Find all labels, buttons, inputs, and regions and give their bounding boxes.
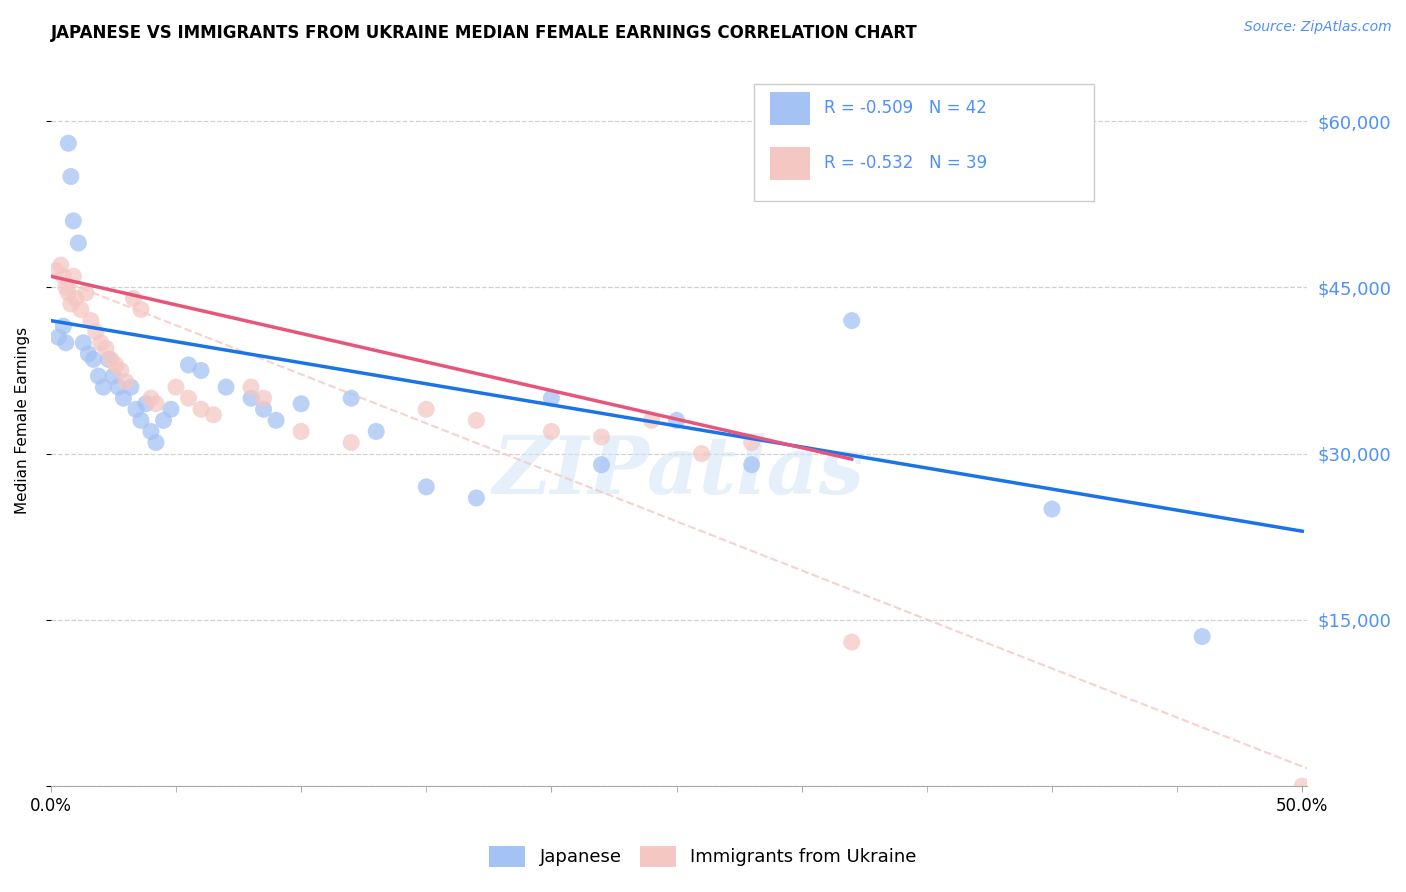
Point [145,397,167,411]
Point [591,430,613,444]
Point [540,391,562,405]
Point [290,397,312,411]
Point [415,402,437,417]
FancyBboxPatch shape [755,84,1094,201]
Point [135,397,157,411]
Text: ZIPatlas: ZIPatlas [494,433,865,510]
Point [100,352,122,367]
Point [340,391,363,405]
Point [1291,779,1313,793]
Point [46,330,69,344]
Point [87,369,110,384]
Point [160,402,183,417]
Point [75,285,97,300]
Text: R = -0.532   N = 39: R = -0.532 N = 39 [824,154,987,172]
Point [58,285,80,300]
Point [640,413,662,427]
Point [665,413,688,427]
Point [62,214,84,228]
Point [366,425,388,439]
Point [465,491,488,505]
Point [72,335,94,350]
Point [1040,502,1063,516]
Point [252,391,274,405]
Text: JAPANESE VS IMMIGRANTS FROM UKRAINE MEDIAN FEMALE EARNINGS CORRELATION CHART: JAPANESE VS IMMIGRANTS FROM UKRAINE MEDI… [51,24,918,42]
Point [112,391,135,405]
Point [122,292,145,306]
Point [67,235,90,250]
Point [55,280,77,294]
Point [55,335,77,350]
Point [240,380,263,394]
Point [103,369,125,384]
Point [80,313,103,327]
Point [741,458,763,472]
Point [120,380,142,394]
Point [58,136,80,151]
Point [152,413,174,427]
Text: Source: ZipAtlas.com: Source: ZipAtlas.com [1244,20,1392,34]
Point [540,425,562,439]
Point [415,480,437,494]
Point [52,319,75,334]
Point [107,380,129,394]
Point [215,380,238,394]
Point [591,458,613,472]
Point [139,425,162,439]
Point [49,258,72,272]
Point [841,635,863,649]
Point [741,435,763,450]
Point [104,358,127,372]
Point [59,169,82,184]
Point [252,402,274,417]
FancyBboxPatch shape [769,147,810,180]
Point [65,292,87,306]
Point [94,341,117,355]
Point [1191,630,1213,644]
Point [84,325,107,339]
Point [190,363,212,377]
Point [264,413,287,427]
FancyBboxPatch shape [769,92,810,125]
Point [62,269,84,284]
Point [240,391,263,405]
Y-axis label: Median Female Earnings: Median Female Earnings [15,326,30,514]
Point [70,302,93,317]
Text: R = -0.509   N = 42: R = -0.509 N = 42 [824,99,987,118]
Point [52,269,75,284]
Point [465,413,488,427]
Point [190,402,212,417]
Legend: Japanese, Immigrants from Ukraine: Japanese, Immigrants from Ukraine [482,838,924,874]
Point [177,358,200,372]
Point [115,375,138,389]
Point [90,335,112,350]
Point [690,447,713,461]
Point [841,313,863,327]
Point [110,363,132,377]
Point [177,391,200,405]
Point [125,402,148,417]
Point [97,352,120,367]
Point [139,391,162,405]
Point [93,380,115,394]
Point [145,435,167,450]
Point [45,264,67,278]
Point [77,347,100,361]
Point [129,302,152,317]
Point [202,408,225,422]
Point [129,413,152,427]
Point [290,425,312,439]
Point [165,380,187,394]
Point [340,435,363,450]
Point [82,352,104,367]
Point [59,297,82,311]
